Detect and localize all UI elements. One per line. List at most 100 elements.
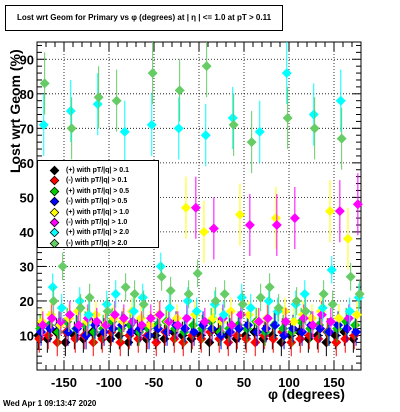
data-point [47,282,58,293]
data-point [342,233,353,244]
data-point [281,68,292,79]
legend-label: (+) with pT/|q| > 0.5 [66,187,130,195]
data-point [246,137,257,148]
data-point [34,333,45,344]
data-point [309,123,320,134]
data-point [291,295,302,306]
legend-entry: (+) with pT/|q| > 2.0 [38,227,158,238]
y-tick-label: 60 [20,156,34,171]
data-point [307,320,318,331]
data-point [340,333,351,344]
data-point [237,299,248,310]
data-point [288,316,299,327]
data-point [162,327,173,338]
data-point [46,313,57,324]
data-point [146,119,157,130]
data-point [255,292,266,303]
x-axis-label: φ (degrees) [268,386,345,402]
data-point [263,295,274,306]
legend-entry: (+) with pT/|q| > 1.0 [38,207,158,218]
data-point [147,68,158,79]
legend-entry: (-) with pT/|q| > 2.0 [38,238,158,249]
data-point [244,219,255,230]
data-point [317,302,328,313]
data-point [57,261,68,272]
data-point [156,271,167,282]
data-point [172,320,183,331]
data-point [38,119,49,130]
data-point [178,337,189,348]
data-point [243,320,254,331]
data-point [45,323,56,334]
data-point [153,323,164,334]
x-tick-label: -150 [51,375,77,390]
data-point [115,337,126,348]
data-point [65,106,76,117]
data-point [102,306,113,317]
data-point [164,302,175,313]
data-point [279,330,290,341]
x-tick-label: 100 [278,375,300,390]
data-point [344,306,355,317]
data-point [210,295,221,306]
data-point [171,313,182,324]
data-point [250,337,261,348]
data-point [144,330,155,341]
legend-marker [49,228,60,238]
data-point [56,302,67,313]
data-point [99,327,110,338]
legend-label: (+) with pT/|q| > 0.1 [66,167,130,174]
data-point [315,323,326,334]
x-tick-label: -100 [96,375,122,390]
data-point [174,85,185,96]
data-point [268,333,279,344]
data-point [299,289,310,300]
data-point [196,333,207,344]
data-point [223,337,234,348]
data-point [252,327,263,338]
data-point [280,316,291,327]
data-point [163,316,174,327]
data-point [236,292,247,303]
data-point [232,330,243,341]
legend-entry: (-) with pT/|q| > 0.5 [38,196,158,207]
data-point [83,309,94,320]
data-point [334,206,345,217]
data-point [127,316,138,327]
data-point [286,337,297,348]
data-point [264,282,275,293]
data-point [253,316,264,327]
data-point [254,126,265,137]
y-tick-label: 10 [20,328,34,343]
y-tick-label: 40 [20,225,34,240]
y-tick-label: 90 [20,52,34,67]
x-tick-label: -50 [145,375,164,390]
data-point [91,316,102,327]
data-point [181,313,192,324]
y-tick-label: 80 [20,87,34,102]
data-point [39,78,50,89]
data-point [173,123,184,134]
legend-marker [49,238,60,249]
legend-marker [49,186,60,197]
legend-marker [49,196,60,207]
data-point [288,323,299,334]
data-point [129,289,140,300]
data-point [165,285,176,296]
data-point [188,320,199,331]
data-point [110,289,121,300]
data-point [273,302,284,313]
data-point [126,327,137,338]
data-point [190,202,201,213]
legend-label: (-) with pT/|q| > 2.0 [66,239,128,247]
data-point [225,306,236,317]
chart-title: Lost wrt Geom for Primary vs φ (degrees)… [5,5,283,31]
data-point [350,320,361,331]
data-point [66,123,77,134]
y-tick-label: 70 [20,121,34,136]
data-point [324,327,335,338]
data-point [226,320,237,331]
data-point [219,289,230,300]
data-point [200,130,211,141]
